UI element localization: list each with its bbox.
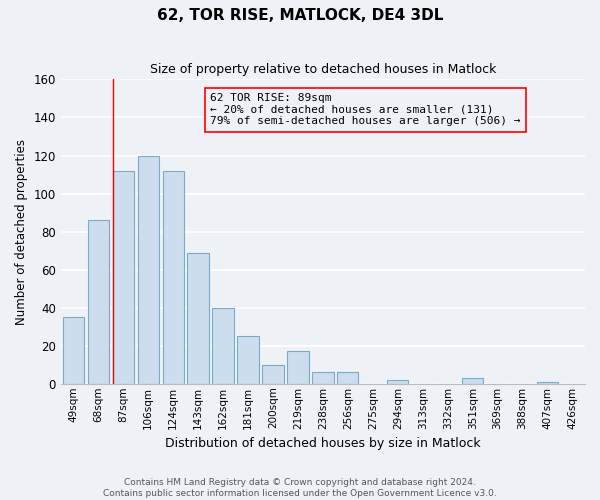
Text: 62 TOR RISE: 89sqm
← 20% of detached houses are smaller (131)
79% of semi-detach: 62 TOR RISE: 89sqm ← 20% of detached hou… <box>210 93 521 126</box>
X-axis label: Distribution of detached houses by size in Matlock: Distribution of detached houses by size … <box>165 437 481 450</box>
Bar <box>187 252 209 384</box>
Bar <box>113 170 134 384</box>
Bar <box>163 170 184 384</box>
Text: 62, TOR RISE, MATLOCK, DE4 3DL: 62, TOR RISE, MATLOCK, DE4 3DL <box>157 8 443 22</box>
Bar <box>537 382 558 384</box>
Title: Size of property relative to detached houses in Matlock: Size of property relative to detached ho… <box>150 62 496 76</box>
Bar <box>387 380 409 384</box>
Bar <box>137 156 159 384</box>
Y-axis label: Number of detached properties: Number of detached properties <box>15 138 28 324</box>
Bar <box>88 220 109 384</box>
Bar <box>287 352 308 384</box>
Bar <box>462 378 483 384</box>
Bar <box>337 372 358 384</box>
Bar <box>262 364 284 384</box>
Bar <box>312 372 334 384</box>
Bar <box>62 317 84 384</box>
Bar <box>238 336 259 384</box>
Text: Contains HM Land Registry data © Crown copyright and database right 2024.
Contai: Contains HM Land Registry data © Crown c… <box>103 478 497 498</box>
Bar <box>212 308 233 384</box>
